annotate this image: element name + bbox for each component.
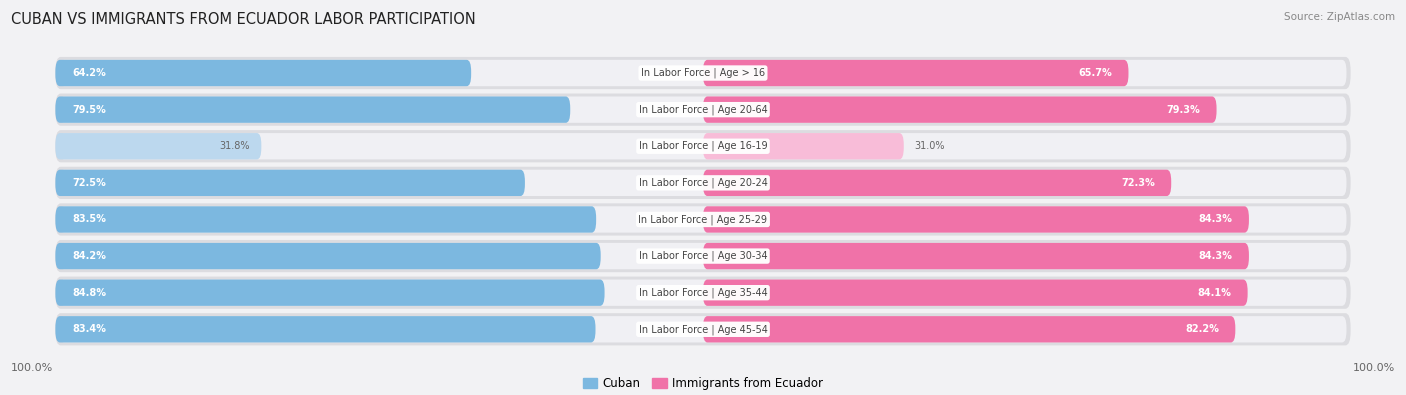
FancyBboxPatch shape xyxy=(55,57,1351,89)
FancyBboxPatch shape xyxy=(55,280,605,306)
Text: 100.0%: 100.0% xyxy=(1353,363,1395,373)
FancyBboxPatch shape xyxy=(55,206,596,233)
FancyBboxPatch shape xyxy=(55,316,596,342)
FancyBboxPatch shape xyxy=(703,133,904,160)
Text: In Labor Force | Age > 16: In Labor Force | Age > 16 xyxy=(641,68,765,78)
FancyBboxPatch shape xyxy=(59,243,1347,269)
Text: In Labor Force | Age 16-19: In Labor Force | Age 16-19 xyxy=(638,141,768,152)
Text: In Labor Force | Age 35-44: In Labor Force | Age 35-44 xyxy=(638,288,768,298)
Legend: Cuban, Immigrants from Ecuador: Cuban, Immigrants from Ecuador xyxy=(582,377,824,390)
Text: 64.2%: 64.2% xyxy=(72,68,105,78)
FancyBboxPatch shape xyxy=(59,170,1347,196)
Text: 100.0%: 100.0% xyxy=(11,363,53,373)
Text: 79.3%: 79.3% xyxy=(1166,105,1199,115)
Text: 84.3%: 84.3% xyxy=(1198,251,1233,261)
FancyBboxPatch shape xyxy=(703,96,1216,123)
FancyBboxPatch shape xyxy=(55,60,471,86)
Text: 31.0%: 31.0% xyxy=(915,141,945,151)
FancyBboxPatch shape xyxy=(55,203,1351,235)
Text: 79.5%: 79.5% xyxy=(72,105,105,115)
Text: 31.8%: 31.8% xyxy=(219,141,250,151)
FancyBboxPatch shape xyxy=(59,96,1347,123)
FancyBboxPatch shape xyxy=(703,243,1249,269)
Text: 84.3%: 84.3% xyxy=(1198,214,1233,224)
Text: 84.1%: 84.1% xyxy=(1198,288,1232,298)
Text: In Labor Force | Age 25-29: In Labor Force | Age 25-29 xyxy=(638,214,768,225)
FancyBboxPatch shape xyxy=(59,133,1347,160)
Text: CUBAN VS IMMIGRANTS FROM ECUADOR LABOR PARTICIPATION: CUBAN VS IMMIGRANTS FROM ECUADOR LABOR P… xyxy=(11,12,477,27)
FancyBboxPatch shape xyxy=(55,94,1351,126)
FancyBboxPatch shape xyxy=(703,316,1236,342)
Text: 83.5%: 83.5% xyxy=(72,214,105,224)
Text: In Labor Force | Age 45-54: In Labor Force | Age 45-54 xyxy=(638,324,768,335)
FancyBboxPatch shape xyxy=(55,240,1351,272)
FancyBboxPatch shape xyxy=(703,170,1171,196)
Text: In Labor Force | Age 30-34: In Labor Force | Age 30-34 xyxy=(638,251,768,261)
Text: 84.2%: 84.2% xyxy=(72,251,105,261)
FancyBboxPatch shape xyxy=(703,60,1129,86)
Text: 72.5%: 72.5% xyxy=(72,178,105,188)
FancyBboxPatch shape xyxy=(55,276,1351,309)
FancyBboxPatch shape xyxy=(703,280,1247,306)
FancyBboxPatch shape xyxy=(59,280,1347,306)
Text: 84.8%: 84.8% xyxy=(72,288,105,298)
FancyBboxPatch shape xyxy=(55,170,524,196)
FancyBboxPatch shape xyxy=(55,96,571,123)
FancyBboxPatch shape xyxy=(59,60,1347,86)
FancyBboxPatch shape xyxy=(703,206,1249,233)
FancyBboxPatch shape xyxy=(55,130,1351,162)
Text: In Labor Force | Age 20-64: In Labor Force | Age 20-64 xyxy=(638,104,768,115)
FancyBboxPatch shape xyxy=(55,313,1351,345)
Text: 65.7%: 65.7% xyxy=(1078,68,1112,78)
FancyBboxPatch shape xyxy=(59,316,1347,342)
Text: Source: ZipAtlas.com: Source: ZipAtlas.com xyxy=(1284,12,1395,22)
Text: 82.2%: 82.2% xyxy=(1185,324,1219,334)
FancyBboxPatch shape xyxy=(59,206,1347,233)
Text: 72.3%: 72.3% xyxy=(1121,178,1154,188)
Text: In Labor Force | Age 20-24: In Labor Force | Age 20-24 xyxy=(638,178,768,188)
FancyBboxPatch shape xyxy=(55,243,600,269)
Text: 83.4%: 83.4% xyxy=(72,324,105,334)
FancyBboxPatch shape xyxy=(55,167,1351,199)
FancyBboxPatch shape xyxy=(55,133,262,160)
